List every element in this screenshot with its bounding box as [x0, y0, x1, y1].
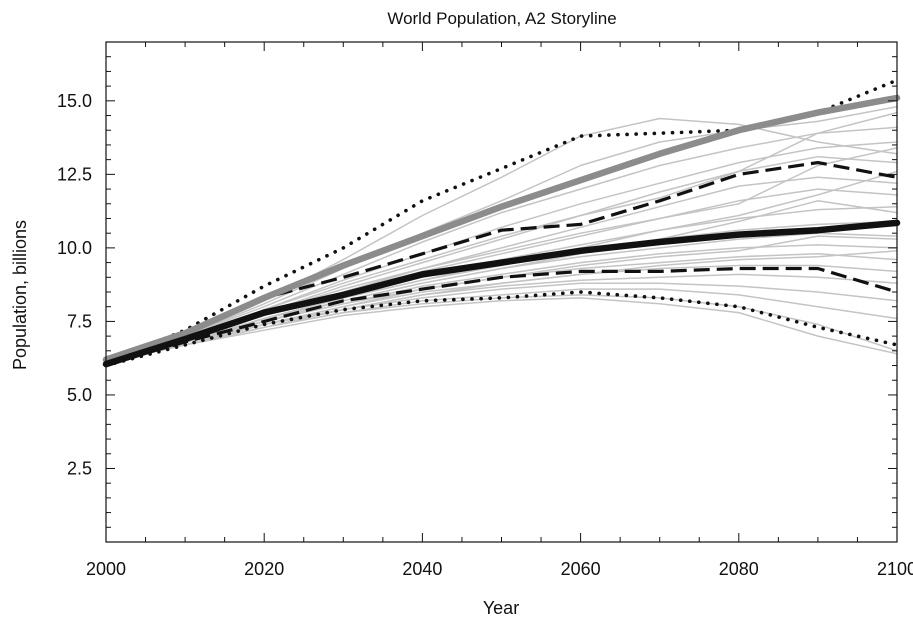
chart-title: World Population, A2 Storyline — [387, 9, 616, 28]
x-tick-label: 2000 — [86, 559, 126, 579]
plot-frame — [105, 41, 898, 543]
series-line-thin-gray-22 — [105, 294, 898, 364]
y-tick-label: 5.0 — [67, 385, 92, 405]
x-tick-label: 2040 — [402, 559, 442, 579]
x-tick-label: 2080 — [719, 559, 759, 579]
series-line-dotted-4 — [104, 78, 899, 365]
y-axis-label: Population, billions — [10, 220, 30, 370]
x-tick-label: 2060 — [561, 559, 601, 579]
series-line-thick-black-1 — [102, 219, 901, 368]
series-line-thin-gray-27 — [105, 200, 898, 364]
y-tick-label: 10.0 — [57, 238, 92, 258]
y-tick-label: 7.5 — [67, 311, 92, 331]
series-line-thin-gray-14 — [105, 220, 898, 364]
x-tick-label: 2100 — [877, 559, 913, 579]
y-tick-label: 12.5 — [57, 164, 92, 184]
y-tick-label: 2.5 — [67, 458, 92, 478]
y-tick-label: 15.0 — [57, 91, 92, 111]
x-tick-label: 2020 — [244, 559, 284, 579]
axis-ticks: 2000 2020 2040 2060 2080 2100 2.5 5.0 7.5 10.0 12.… — [57, 42, 913, 579]
x-axis-label: Year — [483, 598, 519, 618]
plot-area — [102, 78, 901, 368]
series-line-thin-gray-17 — [105, 253, 898, 364]
series-line-dashed-3 — [105, 266, 898, 366]
series-line-thick-gray-0 — [102, 94, 901, 363]
series-line-thin-gray-8 — [105, 126, 898, 364]
series-line-dotted-5 — [104, 290, 899, 368]
series-line-thin-gray-23 — [105, 297, 898, 364]
